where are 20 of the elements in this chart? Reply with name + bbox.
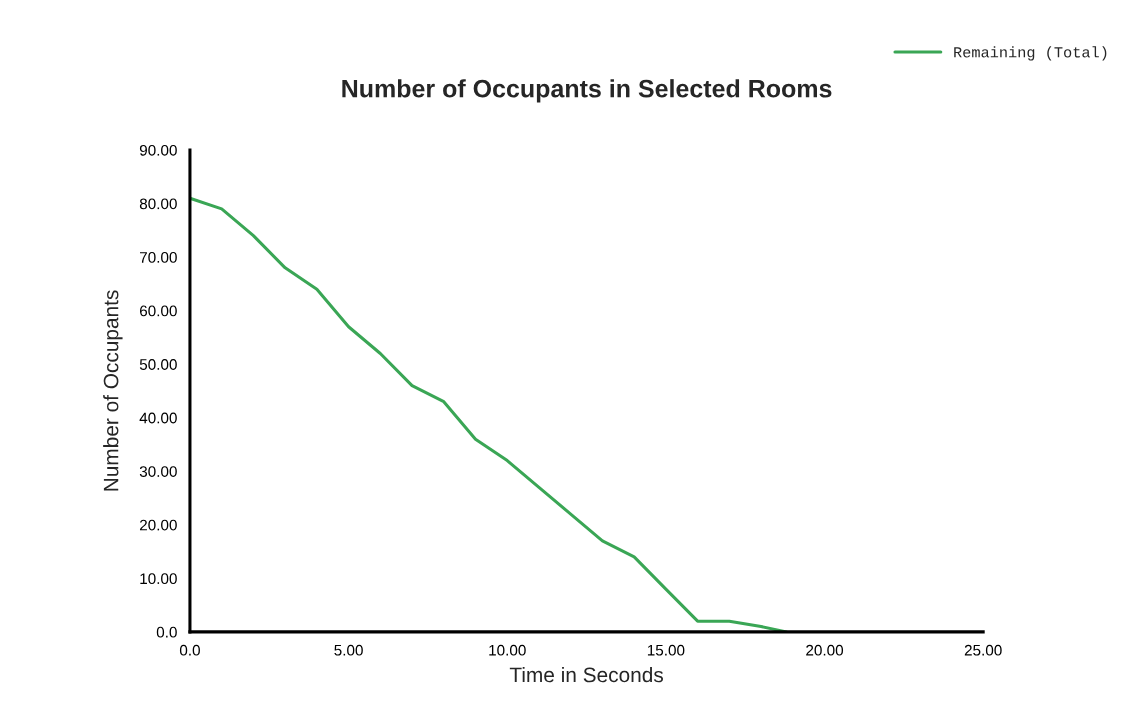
x-tick-label: 15.00	[647, 644, 685, 656]
x-tick-label: 10.00	[489, 644, 526, 656]
x-tick-label: 5.00	[334, 644, 363, 656]
y-tick-label: 70.00	[140, 251, 177, 263]
chart-title: Number of Occupants in Selected Rooms	[342, 79, 832, 103]
x-tick-label: 20.00	[806, 644, 844, 656]
y-tick-label: 30.00	[139, 466, 177, 477]
x-tick-label: 25.00	[964, 644, 1002, 656]
x-axis-title: Time in Seconds	[509, 666, 663, 683]
y-tick-label: 40.00	[139, 412, 177, 424]
y-tick-label: 50.00	[139, 359, 177, 370]
y-tick-label: 80.00	[139, 198, 177, 210]
x-tick-label: 0.0	[179, 644, 200, 656]
y-axis-title: Number of Occupants	[103, 290, 123, 491]
y-tick-label: 20.00	[139, 519, 177, 531]
legend-label: Remaining (Total)	[954, 46, 1107, 61]
y-tick-label: 0.0	[156, 626, 177, 638]
y-tick-label: 60.00	[139, 305, 177, 317]
y-tick-label: 90.00	[139, 144, 177, 156]
y-tick-label: 10.00	[140, 573, 177, 585]
